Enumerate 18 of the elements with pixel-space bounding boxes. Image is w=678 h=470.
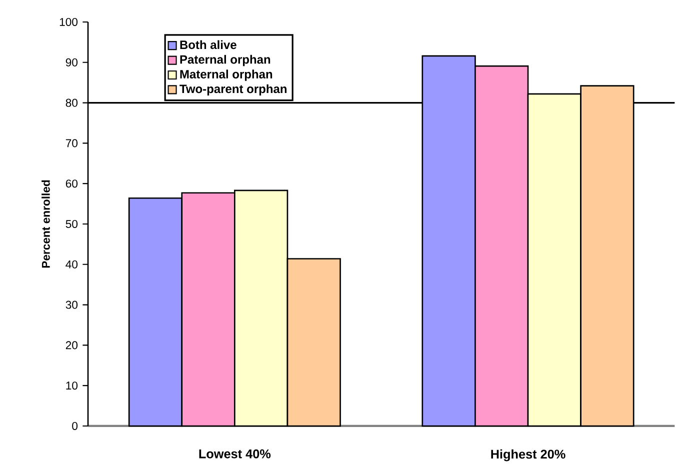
y-tick-label: 30	[66, 300, 78, 309]
y-tick-label: 90	[66, 58, 78, 66]
legend-label: Paternal orphan	[180, 54, 270, 66]
y-tick-label: 10	[66, 382, 78, 390]
y-axis-title: Percent enrolled	[42, 180, 50, 268]
y-tick-label: 20	[66, 341, 78, 350]
y-tick-label: 100	[60, 18, 78, 26]
y-tick-label: 0	[72, 422, 78, 430]
legend-label: Maternal orphan	[180, 70, 272, 81]
y-tick-label: 50	[66, 220, 78, 228]
x-tick-label: Lowest 40%	[199, 449, 271, 458]
legend-label: Both alive	[180, 40, 236, 50]
x-tick-label: Highest 20%	[491, 449, 566, 462]
y-tick-label: 60	[66, 180, 78, 188]
y-tick-label: 70	[66, 139, 78, 148]
y-tick-label: 80	[66, 98, 78, 107]
y-tick-label: 40	[66, 260, 78, 268]
legend-label: Two-parent orphan	[180, 84, 286, 96]
